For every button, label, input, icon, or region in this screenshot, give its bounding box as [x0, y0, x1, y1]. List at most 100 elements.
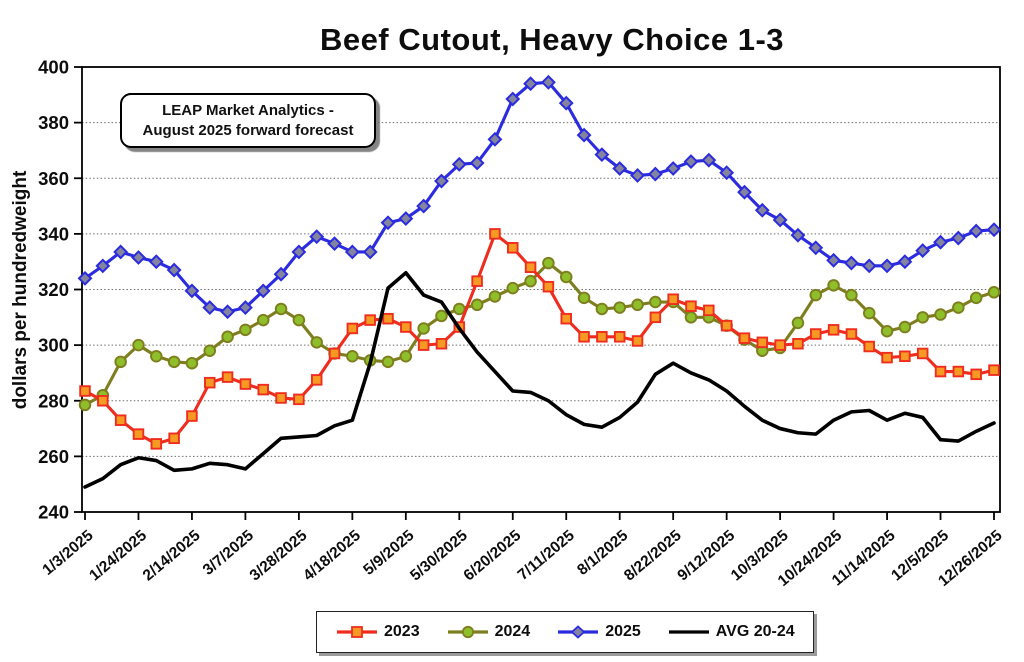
- marker-2023: [239, 378, 252, 390]
- marker-2025: [505, 91, 521, 107]
- marker-2025: [772, 212, 788, 228]
- marker-2023: [613, 331, 626, 343]
- marker-2024: [256, 313, 270, 327]
- marker-2024: [577, 291, 591, 305]
- marker-2023: [400, 321, 412, 333]
- marker-2025: [897, 254, 913, 270]
- marker-2023: [79, 385, 91, 397]
- marker-2025: [986, 222, 1002, 238]
- marker-2023: [756, 336, 769, 349]
- marker-2023: [542, 280, 555, 293]
- marker-2023: [150, 438, 163, 450]
- marker-2023: [435, 337, 448, 350]
- marker-2024: [453, 302, 466, 316]
- series-line-2023: [83, 232, 996, 446]
- marker-2024: [132, 338, 145, 352]
- marker-2025: [469, 155, 485, 171]
- marker-2024: [542, 256, 555, 270]
- marker-2024: [381, 355, 395, 369]
- marker-2024: [969, 291, 983, 305]
- x-tick-label: 9/12/2025: [674, 527, 738, 585]
- marker-2023: [827, 324, 840, 336]
- x-tick-label: 1/24/2025: [86, 527, 150, 585]
- legend-label-2025: 2025: [605, 623, 641, 640]
- marker-2025: [594, 147, 610, 163]
- y-axis-title: dollars per hundredweight: [10, 170, 31, 410]
- y-tick-label: 360: [38, 168, 69, 189]
- marker-2024: [470, 298, 484, 312]
- marker-2023: [97, 395, 109, 407]
- marker-2023: [275, 392, 287, 404]
- x-tick-label: 3/28/2025: [247, 527, 311, 585]
- marker-2025: [754, 202, 770, 218]
- marker-2024: [435, 309, 448, 323]
- marker-2025: [665, 161, 681, 176]
- marker-2024: [274, 302, 288, 316]
- annotation-line1: LEAP Market Analytics -: [162, 102, 334, 119]
- marker-2024: [78, 398, 92, 412]
- marker-2025: [879, 258, 895, 274]
- marker-2023: [186, 410, 198, 422]
- legend-item-2024: 2024: [446, 623, 530, 641]
- marker-2023: [916, 347, 929, 360]
- marker-2025: [826, 252, 842, 268]
- marker-2023: [845, 328, 858, 340]
- marker-2024: [952, 301, 965, 314]
- marker-2023: [649, 311, 662, 324]
- marker-2025: [95, 258, 111, 274]
- marker-2025: [719, 165, 735, 181]
- marker-2025: [790, 227, 806, 243]
- marker-2025: [808, 240, 824, 256]
- marker-2025: [647, 166, 663, 182]
- marker-2023: [774, 339, 786, 351]
- marker-2024: [791, 316, 805, 330]
- marker-2024: [898, 320, 912, 334]
- marker-2024: [203, 344, 217, 357]
- marker-2024: [239, 323, 252, 337]
- marker-2024: [649, 295, 662, 309]
- marker-2023: [114, 414, 127, 426]
- marker-2025: [683, 154, 699, 169]
- marker-2024: [488, 290, 502, 303]
- marker-2023: [738, 332, 751, 344]
- marker-2023: [310, 374, 323, 386]
- marker-2024: [613, 301, 626, 314]
- marker-2024: [559, 270, 573, 284]
- marker-2025: [558, 95, 574, 111]
- marker-2024: [185, 356, 199, 370]
- marker-2024: [916, 311, 929, 324]
- legend-swatch-2024-circle-icon: [447, 625, 488, 639]
- legend-label-2023: 2023: [384, 623, 420, 640]
- marker-2023: [578, 331, 590, 343]
- marker-2024: [827, 279, 840, 292]
- y-tick-label: 400: [38, 57, 69, 78]
- marker-2025: [309, 229, 325, 245]
- marker-2025: [950, 230, 966, 246]
- marker-2025: [861, 258, 877, 274]
- marker-2024: [987, 286, 1001, 299]
- y-tick-label: 260: [38, 446, 69, 467]
- y-tick-label: 280: [38, 390, 69, 411]
- marker-2025: [327, 236, 342, 252]
- marker-2025: [487, 131, 503, 147]
- marker-2024: [595, 302, 609, 316]
- marker-2025: [148, 254, 164, 270]
- legend-label-avg: AVG 20-24: [715, 623, 795, 640]
- marker-2025: [523, 76, 539, 92]
- marker-2025: [255, 283, 271, 299]
- marker-2025: [451, 156, 467, 172]
- marker-2023: [382, 312, 394, 325]
- marker-2025: [434, 173, 449, 189]
- marker-2023: [507, 242, 519, 254]
- annotation-line2: August 2025 forward forecast: [142, 121, 354, 139]
- marker-2025: [362, 244, 378, 260]
- marker-2025: [630, 168, 645, 183]
- x-tick-label: 8/22/2025: [621, 527, 685, 585]
- marker-2023: [204, 376, 216, 389]
- marker-2023: [934, 365, 947, 378]
- marker-2023: [596, 331, 608, 343]
- marker-2023: [293, 393, 305, 406]
- marker-2024: [862, 306, 876, 320]
